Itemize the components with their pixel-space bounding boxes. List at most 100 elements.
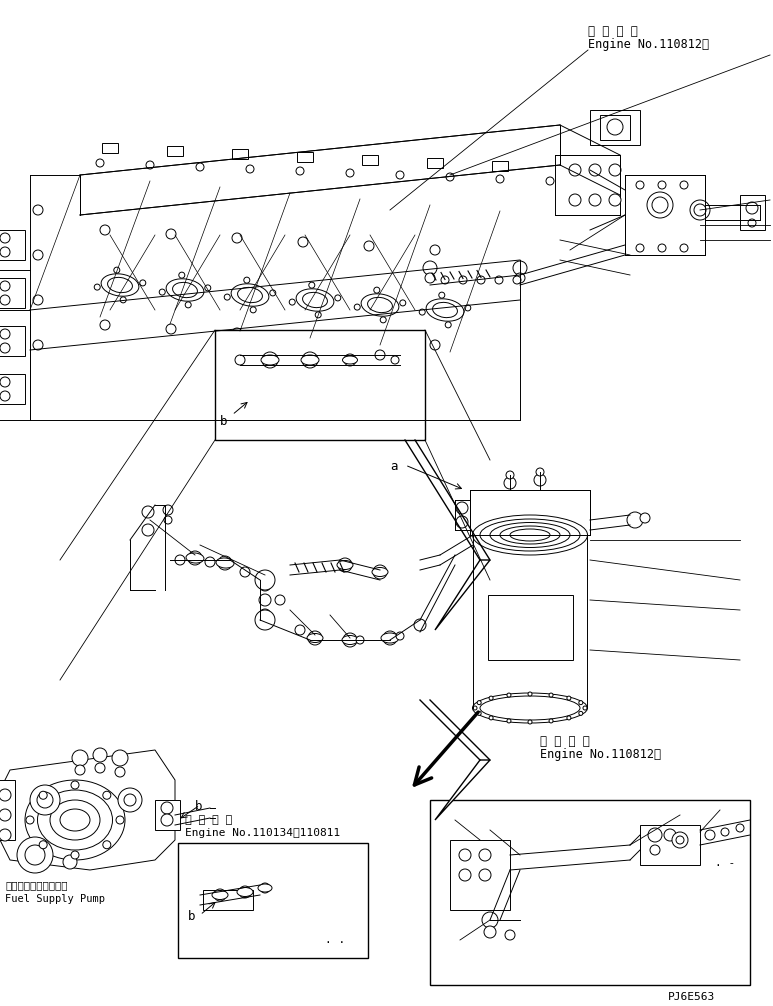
Circle shape (298, 237, 308, 247)
Circle shape (419, 309, 425, 315)
Circle shape (39, 841, 47, 849)
Text: Engine No.110812～: Engine No.110812～ (588, 38, 709, 51)
Circle shape (465, 305, 471, 311)
Ellipse shape (480, 519, 580, 551)
Circle shape (536, 468, 544, 476)
Circle shape (482, 912, 498, 928)
Ellipse shape (361, 294, 399, 316)
Text: Engine No.110134～110811: Engine No.110134～110811 (185, 828, 340, 838)
Ellipse shape (472, 515, 587, 555)
Circle shape (166, 324, 176, 334)
Bar (0, 278, 25, 308)
Circle shape (680, 244, 688, 252)
Text: PJ6E563: PJ6E563 (668, 992, 715, 1002)
Circle shape (627, 512, 643, 528)
Circle shape (676, 836, 684, 844)
Bar (155, 800, 180, 830)
Circle shape (72, 750, 88, 766)
Bar (430, 800, 750, 985)
Circle shape (495, 276, 503, 284)
Circle shape (748, 219, 756, 227)
Ellipse shape (480, 696, 580, 720)
Ellipse shape (237, 288, 262, 303)
Circle shape (164, 516, 172, 524)
Circle shape (567, 696, 571, 700)
Circle shape (579, 711, 583, 715)
Circle shape (0, 377, 10, 387)
Circle shape (484, 926, 496, 938)
Circle shape (364, 241, 374, 252)
Ellipse shape (261, 355, 279, 365)
Circle shape (166, 229, 176, 239)
Ellipse shape (433, 303, 458, 318)
Circle shape (374, 287, 380, 293)
Circle shape (0, 233, 10, 243)
Circle shape (721, 828, 729, 836)
Circle shape (75, 765, 85, 775)
Circle shape (0, 829, 11, 841)
Circle shape (504, 477, 516, 489)
Bar (362, 155, 378, 165)
Circle shape (672, 832, 688, 848)
Circle shape (239, 886, 251, 898)
Circle shape (188, 551, 202, 565)
Ellipse shape (372, 567, 388, 576)
Circle shape (205, 557, 215, 567)
Circle shape (116, 816, 124, 824)
Circle shape (246, 165, 254, 173)
Circle shape (690, 200, 710, 220)
Circle shape (567, 716, 571, 720)
Ellipse shape (166, 279, 204, 301)
Circle shape (658, 244, 666, 252)
Circle shape (260, 883, 270, 893)
Circle shape (343, 633, 357, 647)
Circle shape (609, 164, 621, 176)
Circle shape (243, 277, 250, 283)
Circle shape (549, 719, 553, 723)
Circle shape (607, 119, 623, 135)
Circle shape (25, 845, 45, 865)
Ellipse shape (426, 299, 464, 321)
Ellipse shape (342, 636, 358, 645)
Circle shape (255, 570, 275, 590)
Ellipse shape (490, 522, 570, 547)
Ellipse shape (237, 887, 253, 896)
Bar (640, 825, 700, 865)
Circle shape (17, 837, 53, 873)
Circle shape (93, 748, 107, 762)
Circle shape (161, 802, 173, 814)
Circle shape (396, 632, 404, 640)
Circle shape (507, 693, 511, 697)
Circle shape (63, 855, 77, 869)
Circle shape (296, 167, 304, 175)
Circle shape (380, 317, 386, 323)
Circle shape (33, 295, 43, 305)
Bar (215, 330, 425, 440)
Circle shape (579, 700, 583, 704)
Circle shape (513, 276, 521, 284)
Circle shape (270, 290, 276, 296)
Ellipse shape (212, 890, 228, 899)
Circle shape (459, 276, 467, 284)
Circle shape (609, 194, 621, 206)
Circle shape (456, 502, 468, 514)
Bar (625, 175, 705, 255)
Bar (590, 110, 640, 145)
Circle shape (640, 513, 650, 523)
Circle shape (124, 794, 136, 806)
Circle shape (445, 322, 451, 328)
Circle shape (507, 719, 511, 723)
Circle shape (118, 788, 142, 812)
Circle shape (589, 164, 601, 176)
Circle shape (489, 716, 493, 720)
Ellipse shape (381, 633, 399, 643)
Circle shape (0, 295, 10, 305)
Bar (0, 780, 15, 840)
Circle shape (232, 233, 242, 243)
Circle shape (95, 763, 105, 773)
Circle shape (650, 845, 660, 855)
Circle shape (344, 354, 356, 366)
Circle shape (513, 261, 527, 275)
Circle shape (232, 328, 242, 338)
Text: . .: . . (325, 935, 346, 945)
